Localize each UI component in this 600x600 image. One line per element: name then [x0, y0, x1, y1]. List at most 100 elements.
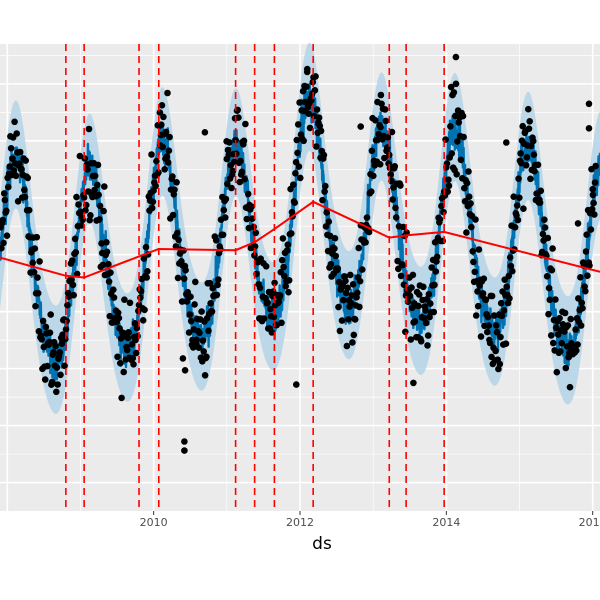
data-point: [342, 277, 349, 285]
data-point: [137, 294, 144, 302]
data-point: [164, 89, 171, 97]
data-point: [293, 136, 301, 144]
data-point: [103, 239, 110, 246]
data-point: [584, 272, 591, 280]
data-point: [244, 190, 252, 198]
data-point: [444, 188, 452, 195]
data-point: [583, 231, 590, 238]
data-point: [34, 289, 42, 297]
data-point: [591, 179, 599, 186]
data-point: [206, 279, 214, 287]
data-point: [343, 342, 351, 350]
data-point: [436, 216, 444, 223]
data-point: [519, 122, 526, 130]
data-point: [541, 216, 548, 223]
data-point: [221, 214, 229, 221]
data-point: [567, 315, 574, 323]
data-point: [99, 261, 107, 269]
data-point: [485, 322, 493, 329]
data-point: [561, 309, 569, 317]
data-point: [95, 191, 102, 199]
data-point: [270, 313, 278, 321]
data-point: [582, 287, 589, 295]
data-point: [539, 230, 547, 238]
data-point: [523, 154, 531, 161]
data-point: [166, 133, 173, 141]
data-point: [69, 257, 76, 264]
data-point: [213, 291, 221, 299]
data-point-outlier: [585, 100, 593, 108]
x-tick-label: 2014: [432, 516, 460, 529]
data-point: [588, 205, 596, 213]
data-point: [544, 234, 552, 242]
data-point: [228, 184, 235, 192]
data-point: [381, 154, 388, 162]
data-point: [75, 201, 82, 208]
data-point: [159, 143, 166, 151]
data-point: [143, 274, 150, 281]
data-point: [139, 317, 147, 324]
data-point: [0, 216, 7, 224]
data-point: [7, 145, 15, 152]
data-point: [61, 362, 68, 370]
data-point: [475, 246, 483, 253]
data-point: [495, 365, 502, 373]
data-point: [573, 347, 580, 354]
data-point: [529, 137, 537, 145]
data-point: [85, 125, 93, 133]
data-point: [25, 206, 33, 214]
data-point: [545, 284, 553, 292]
data-point-outlier: [503, 139, 510, 146]
data-point: [174, 229, 181, 237]
data-point: [461, 198, 469, 205]
data-point-outlier: [293, 381, 300, 388]
data-point: [279, 235, 287, 242]
data-point: [546, 296, 554, 304]
data-point: [21, 193, 29, 201]
trend-line: [0, 200, 600, 279]
data-point: [325, 218, 333, 225]
data-point: [281, 272, 288, 280]
data-point: [120, 368, 127, 376]
data-point: [56, 349, 64, 356]
data-point: [424, 332, 432, 339]
data-point: [525, 125, 533, 132]
data-point: [91, 186, 98, 194]
data-point: [552, 324, 560, 332]
data-point-outlier: [179, 355, 187, 362]
data-point: [294, 121, 302, 128]
data-point: [103, 248, 111, 256]
data-point: [285, 277, 293, 284]
data-point: [0, 190, 8, 197]
data-point: [424, 342, 431, 349]
data-point-outlier: [181, 367, 189, 374]
data-point: [132, 349, 140, 357]
data-point: [222, 195, 230, 203]
data-point: [355, 244, 363, 252]
data-point: [327, 260, 335, 268]
data-point: [64, 301, 71, 309]
data-point: [479, 290, 487, 297]
data-point-outlier: [223, 155, 231, 163]
data-point: [186, 311, 194, 318]
data-point: [497, 333, 504, 341]
data-point: [114, 309, 122, 317]
data-point: [94, 181, 101, 189]
data-point: [3, 232, 11, 239]
data-point: [428, 264, 436, 271]
data-point: [107, 269, 114, 277]
data-point-outlier: [357, 123, 365, 130]
data-point: [461, 184, 468, 192]
data-point: [54, 381, 61, 388]
data-point: [313, 143, 320, 150]
data-point: [447, 83, 455, 91]
data-point: [531, 167, 538, 175]
data-point: [169, 211, 177, 219]
data-point: [165, 147, 173, 154]
data-point: [577, 322, 585, 329]
data-point: [552, 296, 559, 303]
data-point: [514, 216, 522, 224]
data-point: [408, 284, 415, 291]
data-point: [41, 376, 49, 383]
data-point: [382, 117, 390, 125]
